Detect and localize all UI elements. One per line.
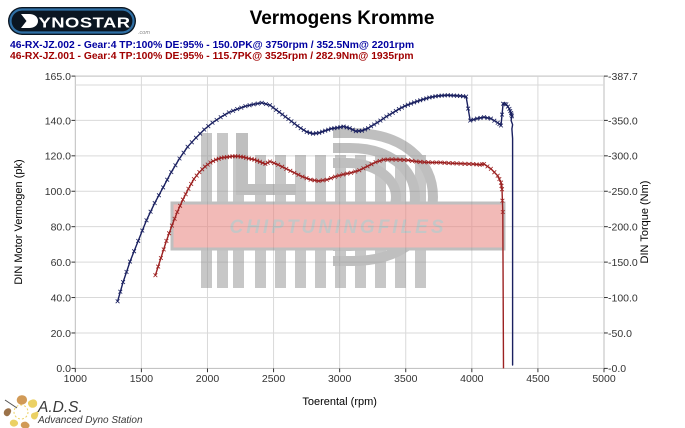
svg-text:DIN Motor Vermogen (pk): DIN Motor Vermogen (pk)	[13, 159, 25, 284]
svg-text:80.0: 80.0	[51, 222, 72, 234]
svg-text:165.0: 165.0	[45, 71, 71, 83]
svg-text:40.0: 40.0	[51, 293, 72, 305]
svg-text:YNOSTAR: YNOSTAR	[39, 15, 131, 32]
svg-text:.com: .com	[138, 30, 150, 36]
svg-text:140.0: 140.0	[45, 116, 71, 128]
svg-text:A.D.S.: A.D.S.	[37, 399, 83, 416]
svg-text:-200.0: -200.0	[608, 222, 638, 234]
svg-text:1000: 1000	[64, 373, 88, 385]
svg-text:-350.0: -350.0	[608, 116, 638, 128]
svg-text:3500: 3500	[394, 373, 418, 385]
svg-text:Advanced Dyno Station: Advanced Dyno Station	[37, 415, 143, 426]
svg-text:4500: 4500	[526, 373, 550, 385]
svg-text:-150.0: -150.0	[608, 257, 638, 269]
svg-text:Vermogens Kromme: Vermogens Kromme	[250, 8, 435, 29]
svg-text:-387.7: -387.7	[608, 71, 638, 83]
svg-text:1500: 1500	[130, 373, 154, 385]
svg-text:DIN Torque (Nm): DIN Torque (Nm)	[639, 181, 651, 264]
svg-text:46-RX-JZ.002 - Gear:4 TP:100%: 46-RX-JZ.002 - Gear:4 TP:100% DE:95% - 1…	[10, 40, 414, 51]
svg-text:100.0: 100.0	[45, 186, 71, 198]
svg-text:2000: 2000	[196, 373, 220, 385]
svg-text:120.0: 120.0	[45, 151, 71, 163]
svg-text:5000: 5000	[592, 373, 616, 385]
svg-text:3000: 3000	[328, 373, 352, 385]
svg-text:4000: 4000	[460, 373, 484, 385]
svg-text:-50.0: -50.0	[608, 328, 632, 340]
svg-text:CHIPTUNINGFILES: CHIPTUNINGFILES	[229, 217, 446, 238]
svg-text:-300.0: -300.0	[608, 151, 638, 163]
svg-text:46-RX-JZ.001 - Gear:4 TP:100%: 46-RX-JZ.001 - Gear:4 TP:100% DE:95% - 1…	[10, 51, 414, 62]
svg-text:2500: 2500	[262, 373, 286, 385]
svg-text:-100.0: -100.0	[608, 293, 638, 305]
svg-text:-250.0: -250.0	[608, 186, 638, 198]
svg-text:Toerental (rpm): Toerental (rpm)	[302, 396, 377, 408]
svg-text:60.0: 60.0	[51, 257, 72, 269]
svg-text:20.0: 20.0	[51, 328, 72, 340]
